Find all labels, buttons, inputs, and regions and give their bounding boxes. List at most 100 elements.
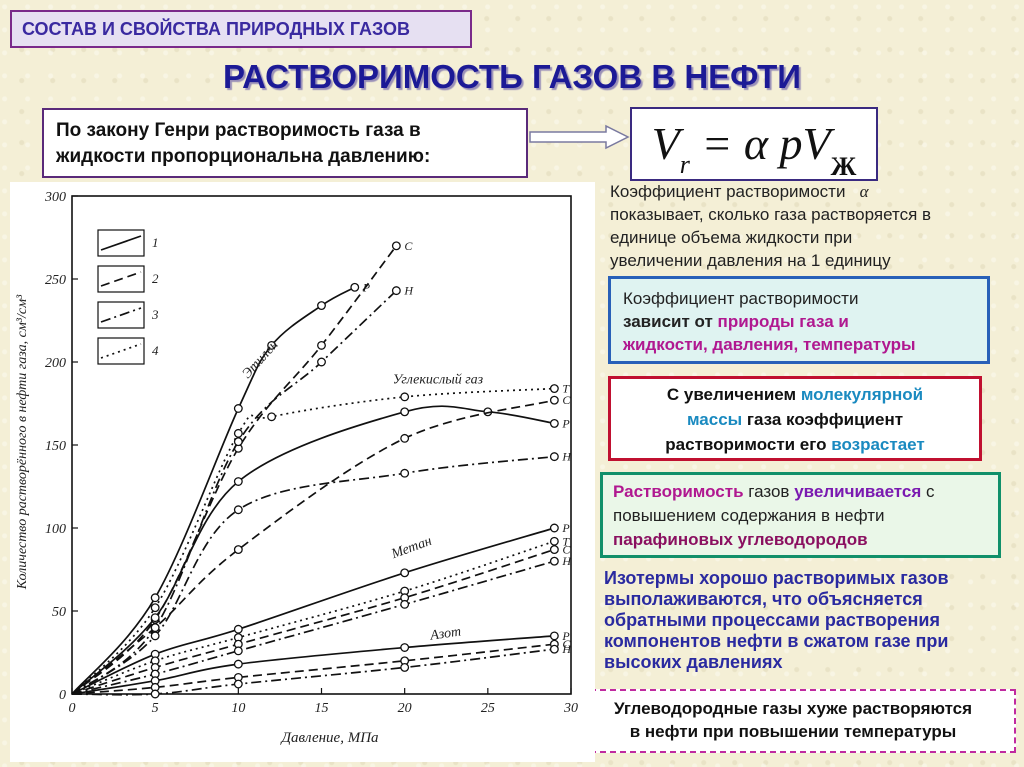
- series-end-label: Т: [562, 534, 570, 548]
- series-line: [71, 560, 555, 695]
- series-line: [71, 635, 555, 695]
- series-line: [71, 643, 555, 695]
- legend-label: 1: [152, 235, 159, 250]
- data-point: [549, 631, 559, 641]
- y-tick-label: 50: [52, 605, 66, 620]
- dependency-box: Коэффициент растворимости зависит от при…: [608, 276, 990, 364]
- x-tick-label: 20: [398, 701, 412, 716]
- hc-line-1: Углеводородные газы хуже растворяются: [613, 699, 973, 718]
- data-point: [150, 623, 160, 633]
- data-point: [549, 536, 559, 546]
- data-point: [233, 646, 243, 656]
- data-point: [549, 384, 559, 394]
- series-line: [71, 548, 555, 695]
- data-point: [549, 523, 559, 533]
- data-point: [400, 643, 410, 652]
- x-tick-label: 15: [315, 701, 329, 716]
- hydrocarbon-note: Углеводородные газы хуже растворяются в …: [570, 689, 1016, 753]
- data-point: [400, 433, 410, 443]
- series-line: [71, 540, 555, 695]
- data-point: [400, 468, 410, 478]
- box3-a2: газов: [743, 482, 795, 501]
- y-tick-label: 0: [59, 688, 66, 703]
- series-end-label: Н: [403, 284, 414, 298]
- data-point: [233, 624, 243, 634]
- coef-line-1: Коэффициент растворимости: [610, 182, 846, 201]
- box2-b2: газа коэффициент: [742, 410, 904, 429]
- x-tick-label: 30: [563, 701, 578, 716]
- y-tick-label: 250: [45, 273, 66, 288]
- data-point: [549, 418, 559, 428]
- chart-legend: 1 2 3 4: [97, 229, 159, 365]
- coef-line-2: показывает, сколько газа растворяется в: [610, 205, 932, 224]
- data-point: [233, 679, 243, 689]
- y-tick-label: 200: [45, 356, 66, 371]
- data-point: [350, 282, 360, 292]
- iso-line-2: выполаживаются, что объясняется: [604, 589, 923, 609]
- data-point: [150, 593, 160, 603]
- gas-group-label: Углекислый газ: [393, 373, 484, 388]
- x-tick-label: 5: [152, 701, 159, 716]
- box2-c1: растворимости его: [665, 435, 832, 454]
- x-tick-label: 0: [69, 701, 76, 716]
- series-end-label: С: [562, 637, 571, 651]
- box3-a3: увеличивается: [794, 482, 922, 501]
- box1-line-3: жидкости, давления, температуры: [623, 335, 916, 354]
- formula-eq: = α pV: [689, 118, 831, 169]
- alpha-symbol: α: [859, 182, 869, 201]
- series-end-label: Р: [561, 521, 570, 535]
- series-line: [71, 455, 555, 695]
- slide-title: РАСТВОРИМОСТЬ ГАЗОВ В НЕФТИ: [223, 58, 801, 95]
- series-end-label: С: [562, 393, 571, 407]
- iso-line-4: компонентов нефти в сжатом газе при: [604, 631, 949, 651]
- formula-sub-r: r: [679, 150, 690, 179]
- data-point: [267, 412, 277, 422]
- series-line: [71, 387, 555, 695]
- legend-label: 2: [152, 271, 159, 286]
- series-end-label: С: [404, 239, 413, 253]
- x-axis-label: Давление, МПа: [279, 730, 378, 746]
- legend-label: 4: [152, 343, 159, 358]
- topic-banner: СОСТАВ И СВОЙСТВА ПРИРОДНЫХ ГАЗОВ: [10, 10, 472, 48]
- series-end-label: Н: [561, 554, 572, 568]
- henry-line-1: По закону Генри растворимость газа в: [56, 120, 421, 141]
- data-point: [150, 613, 160, 623]
- data-point: [317, 357, 326, 367]
- series-end-label: Т: [562, 382, 570, 396]
- data-point: [317, 301, 326, 311]
- isotherms-note: Изотермы хорошо растворимых газов выпола…: [604, 568, 1014, 673]
- data-point: [400, 599, 410, 609]
- legend-swatch-line: [100, 307, 142, 323]
- data-point: [391, 286, 401, 296]
- legend-swatch-box: [97, 337, 145, 365]
- legend-label: 3: [151, 307, 159, 322]
- series-end-label: Р: [561, 629, 570, 643]
- series-end-label: Н: [561, 450, 572, 464]
- data-point: [233, 659, 243, 669]
- series-end-label: Н: [561, 642, 572, 656]
- series-line: [71, 290, 397, 695]
- series-line: [71, 399, 555, 695]
- series-end-label: С: [562, 543, 571, 557]
- y-tick-label: 150: [45, 439, 66, 454]
- gas-group-label: Азот: [428, 625, 462, 644]
- y-axis-label: Количество растворённого в нефти газа, с…: [15, 294, 30, 590]
- coef-line-3: единице объема жидкости при: [610, 228, 853, 247]
- data-point: [317, 340, 326, 350]
- data-point: [267, 340, 277, 350]
- x-tick-label: 10: [231, 701, 245, 716]
- data-point: [549, 644, 559, 654]
- data-point: [549, 545, 559, 555]
- box3-c1: парафиновых углеводородов: [613, 530, 868, 549]
- legend-swatch-line: [100, 235, 142, 251]
- data-point: [150, 631, 160, 641]
- data-point: [233, 545, 243, 555]
- henry-law-box: По закону Генри растворимость газа в жид…: [42, 108, 528, 178]
- data-point: [233, 428, 243, 438]
- box3-b1: повышением содержания в нефти: [613, 506, 885, 525]
- box2-b1: массы: [686, 410, 743, 429]
- box1-part-1: зависит от: [623, 312, 718, 331]
- coefficient-description: Коэффициент растворимости α показывает, …: [610, 180, 1010, 272]
